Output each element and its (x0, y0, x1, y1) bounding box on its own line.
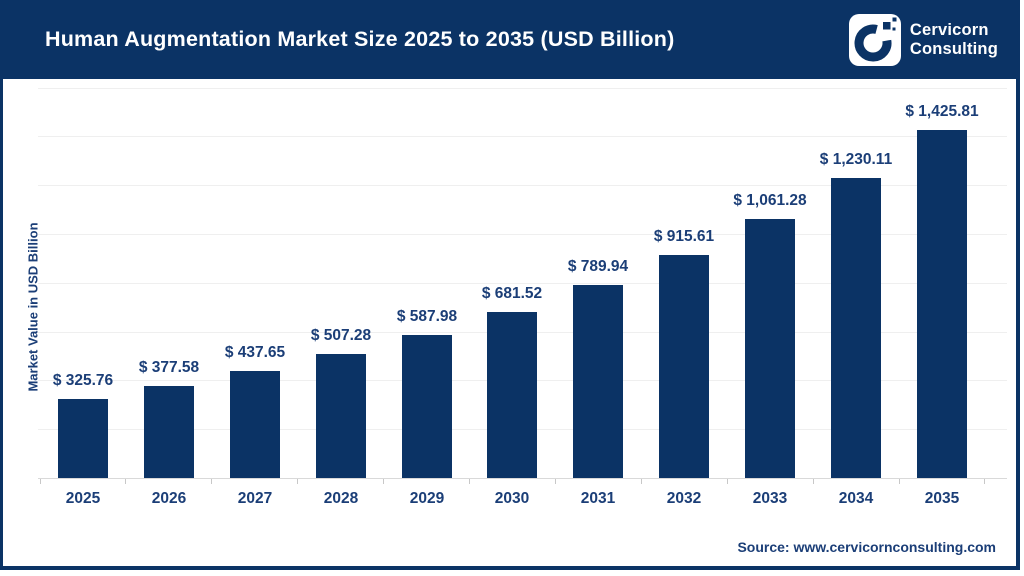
x-axis-tick (641, 479, 642, 484)
gridline (38, 136, 1007, 137)
x-axis-tick (297, 479, 298, 484)
bar-2026 (144, 386, 194, 478)
x-axis-label: 2028 (323, 490, 359, 507)
x-axis-label: 2026 (151, 490, 187, 507)
bar-value-label: $ 1,425.81 (905, 103, 979, 120)
x-axis-label: 2033 (752, 490, 788, 507)
bar-2032 (659, 255, 709, 478)
x-axis-tick (727, 479, 728, 484)
bar-value-label: $ 915.61 (653, 228, 715, 245)
x-axis-tick (899, 479, 900, 484)
x-axis-tick (555, 479, 556, 484)
source-attribution: Source: www.cervicornconsulting.com (737, 539, 996, 555)
x-axis-label: 2034 (838, 490, 874, 507)
bar-value-label: $ 789.94 (567, 258, 629, 275)
gridline (38, 88, 1007, 89)
bar-value-label: $ 681.52 (481, 285, 543, 302)
x-axis-line (38, 478, 1007, 479)
brand-name: Cervicorn Consulting (910, 21, 998, 59)
cervicorn-logo-icon (848, 13, 901, 66)
x-axis-tick (469, 479, 470, 484)
x-axis-label: 2031 (580, 490, 616, 507)
gridline (38, 283, 1007, 284)
x-axis-tick (211, 479, 212, 484)
bar-2028 (316, 354, 366, 478)
gridline (38, 185, 1007, 186)
bar-value-label: $ 377.58 (138, 359, 200, 376)
brand-name-line1: Cervicorn (909, 20, 989, 39)
x-axis-label: 2030 (494, 490, 530, 507)
bar-value-label: $ 1,230.11 (819, 151, 893, 168)
bar-value-label: $ 587.98 (396, 308, 458, 325)
gridline (38, 234, 1007, 235)
bar-2035 (917, 130, 967, 478)
bar-2031 (573, 285, 623, 478)
bar-2034 (831, 178, 881, 478)
bar-2029 (402, 335, 452, 478)
bar-2030 (487, 312, 537, 478)
x-axis-label: 2029 (409, 490, 445, 507)
bar-value-label: $ 1,061.28 (733, 192, 807, 209)
y-axis-title: Market Value in USD Billion (25, 222, 41, 392)
brand-name-line2: Consulting (909, 39, 998, 58)
x-axis-tick (984, 479, 985, 484)
brand-logo: Cervicorn Consulting (848, 13, 998, 66)
bar-value-label: $ 507.28 (310, 327, 372, 344)
bar-2033 (745, 219, 795, 478)
chart-title: Human Augmentation Market Size 2025 to 2… (45, 27, 675, 51)
x-axis-tick (40, 479, 41, 484)
bar-value-label: $ 437.65 (224, 344, 286, 361)
x-axis-tick (383, 479, 384, 484)
bar-2025 (58, 399, 108, 478)
bar-2027 (230, 371, 280, 478)
x-axis-label: 2032 (666, 490, 702, 507)
x-axis-label: 2035 (924, 490, 960, 507)
x-axis-label: 2025 (65, 490, 101, 507)
x-axis-tick (813, 479, 814, 484)
header-bar: Human Augmentation Market Size 2025 to 2… (3, 0, 1016, 79)
x-axis-tick (125, 479, 126, 484)
x-axis-label: 2027 (237, 490, 273, 507)
bar-value-label: $ 325.76 (52, 372, 114, 389)
